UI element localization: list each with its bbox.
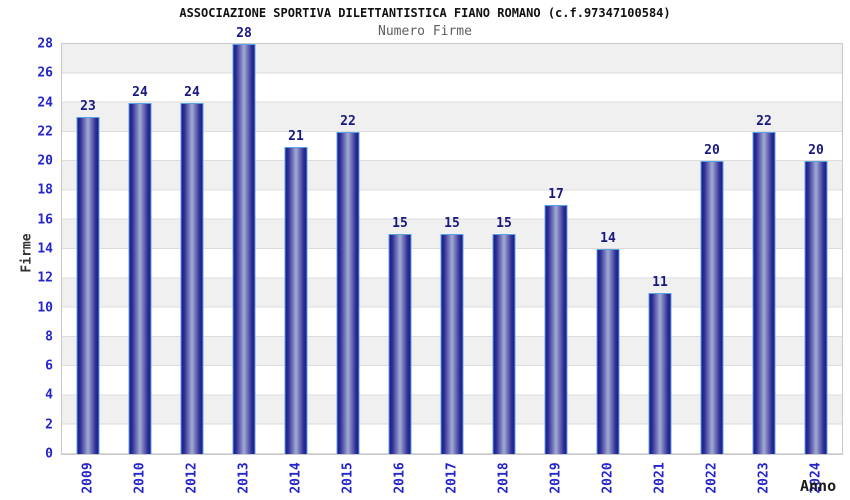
- bars-container: 23 24 24 28 21 22 15 15 15 17 14 11 20 22 20: [62, 26, 842, 454]
- x-tick-label: 2018: [496, 462, 512, 494]
- bar-value-label: 24: [184, 84, 200, 100]
- bar-value-label: 21: [288, 128, 304, 144]
- y-tick-label: 4: [45, 387, 53, 403]
- y-tick-label: 10: [37, 300, 53, 316]
- bar-value-label: 11: [652, 274, 668, 290]
- x-axis: 2009 2010 2012 2013 2014 2015 2016 2017 2018 2019…: [62, 455, 842, 500]
- bar-slot: 15: [374, 44, 426, 454]
- bar: [492, 234, 516, 454]
- x-tick-label: 2016: [392, 462, 408, 494]
- bar: [804, 161, 828, 454]
- y-tick-label: 26: [37, 65, 53, 81]
- bar-slot: 15: [426, 44, 478, 454]
- y-tick-label: 14: [37, 241, 53, 257]
- bar-slot: 24: [114, 44, 166, 454]
- bar: [648, 292, 672, 454]
- x-tick-label: 2021: [652, 462, 668, 494]
- bar-slot: 20: [790, 44, 842, 454]
- x-tick-label: 2009: [80, 462, 96, 494]
- y-axis-title: Firme: [19, 233, 35, 273]
- bar-slot: 15: [478, 44, 530, 454]
- bar-slot: 17: [530, 44, 582, 454]
- bar-slot: 23: [62, 44, 114, 454]
- y-tick-label: 0: [45, 446, 53, 462]
- x-tick-label: 2014: [288, 462, 304, 494]
- bar: [544, 205, 568, 454]
- x-tick-label: 2020: [600, 462, 616, 494]
- bar-slot: 21: [270, 44, 322, 454]
- x-tick-label: 2019: [548, 462, 564, 494]
- bar-value-label: 24: [132, 84, 148, 100]
- bar-slot: 11: [634, 44, 686, 454]
- x-tick-label: 2012: [184, 462, 200, 494]
- y-tick-label: 28: [37, 36, 53, 52]
- bar-value-label: 22: [756, 113, 772, 129]
- bar-value-label: 15: [392, 216, 408, 232]
- bar: [336, 131, 360, 454]
- bar-slot: 28: [218, 26, 270, 454]
- y-tick-label: 12: [37, 270, 53, 286]
- bar: [76, 117, 100, 454]
- bar: [596, 249, 620, 454]
- bar: [180, 102, 204, 454]
- plot-area: 23 24 24 28 21 22 15 15 15 17 14 11 20 22 20: [61, 26, 843, 455]
- y-axis: 0 2 4 6 8 10 12 14 16 18 20 22 24 26 28: [0, 37, 53, 462]
- bar-value-label: 22: [340, 113, 356, 129]
- bar: [284, 146, 308, 454]
- bar-value-label: 23: [80, 99, 96, 115]
- bar-value-label: 20: [704, 143, 720, 159]
- x-tick-label: 2010: [132, 462, 148, 494]
- bar: [440, 234, 464, 454]
- bar-value-label: 15: [496, 216, 512, 232]
- bar-slot: 22: [322, 44, 374, 454]
- x-tick-label: 2022: [704, 462, 720, 494]
- y-tick-label: 2: [45, 417, 53, 433]
- bar: [388, 234, 412, 454]
- bar: [700, 161, 724, 454]
- bar-slot: 22: [738, 44, 790, 454]
- y-tick-label: 20: [37, 153, 53, 169]
- bar-slot: 14: [582, 44, 634, 454]
- bar-value-label: 17: [548, 187, 564, 203]
- bar-value-label: 28: [236, 26, 252, 41]
- bar: [752, 131, 776, 454]
- y-tick-label: 24: [37, 95, 53, 111]
- y-tick-label: 22: [37, 124, 53, 140]
- x-axis-title: Anno: [800, 477, 837, 495]
- x-tick-label: 2023: [756, 462, 772, 494]
- chart-title: ASSOCIAZIONE SPORTIVA DILETTANTISTICA FI…: [179, 6, 671, 20]
- bar: [232, 44, 256, 454]
- bar-value-label: 15: [444, 216, 460, 232]
- x-tick-label: 2013: [236, 462, 252, 494]
- y-tick-label: 18: [37, 182, 53, 198]
- y-tick-label: 8: [45, 329, 53, 345]
- bar-value-label: 14: [600, 231, 616, 246]
- bar-slot: 24: [166, 44, 218, 454]
- x-tick-label: 2017: [444, 462, 460, 494]
- y-tick-label: 6: [45, 358, 53, 374]
- chart-subtitle: Numero Firme: [378, 24, 472, 39]
- y-tick-label: 16: [37, 212, 53, 228]
- bar: [128, 102, 152, 454]
- x-tick-label: 2015: [340, 462, 356, 494]
- bar-value-label: 20: [808, 143, 824, 159]
- bar-slot: 20: [686, 44, 738, 454]
